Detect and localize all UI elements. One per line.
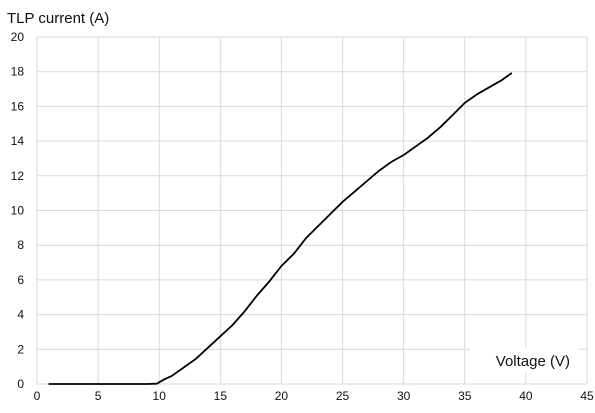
y-axis-title: TLP current (A) bbox=[7, 10, 109, 27]
axis-label-layer: TLP current (A) Voltage (V) bbox=[7, 10, 578, 373]
x-axis-title-background bbox=[470, 347, 578, 373]
y-tick-label: 0 bbox=[17, 377, 24, 391]
x-tick-label: 30 bbox=[397, 389, 411, 403]
y-tick-label: 16 bbox=[11, 99, 25, 113]
x-tick-label: 20 bbox=[275, 389, 289, 403]
y-tick-label: 2 bbox=[17, 342, 24, 356]
x-tick-label: 35 bbox=[458, 389, 472, 403]
x-tick-label: 15 bbox=[214, 389, 228, 403]
x-tick-label: 45 bbox=[580, 389, 594, 403]
series-layer bbox=[48, 72, 513, 385]
y-tick-label: 8 bbox=[17, 238, 24, 252]
x-axis-title: Voltage (V) bbox=[496, 353, 570, 370]
grid-layer bbox=[36, 36, 588, 385]
x-tick-label: 5 bbox=[95, 389, 102, 403]
y-tick-label: 20 bbox=[11, 30, 25, 44]
tick-label-layer: 0 5 10 15 20 25 30 35 40 45 0 2 4 6 8 10 12 14 16 18 20 bbox=[11, 30, 594, 403]
y-tick-label: 6 bbox=[17, 273, 24, 287]
y-tick-label: 12 bbox=[11, 169, 25, 183]
x-tick-label: 10 bbox=[153, 389, 167, 403]
y-tick-label: 10 bbox=[11, 204, 25, 218]
y-tick-label: 18 bbox=[11, 65, 25, 79]
y-tick-label: 4 bbox=[17, 308, 24, 322]
x-tick-label: 0 bbox=[34, 389, 41, 403]
x-tick-label: 25 bbox=[336, 389, 350, 403]
series-line-0 bbox=[48, 72, 513, 385]
y-tick-label: 14 bbox=[11, 134, 25, 148]
x-tick-label: 40 bbox=[519, 389, 533, 403]
